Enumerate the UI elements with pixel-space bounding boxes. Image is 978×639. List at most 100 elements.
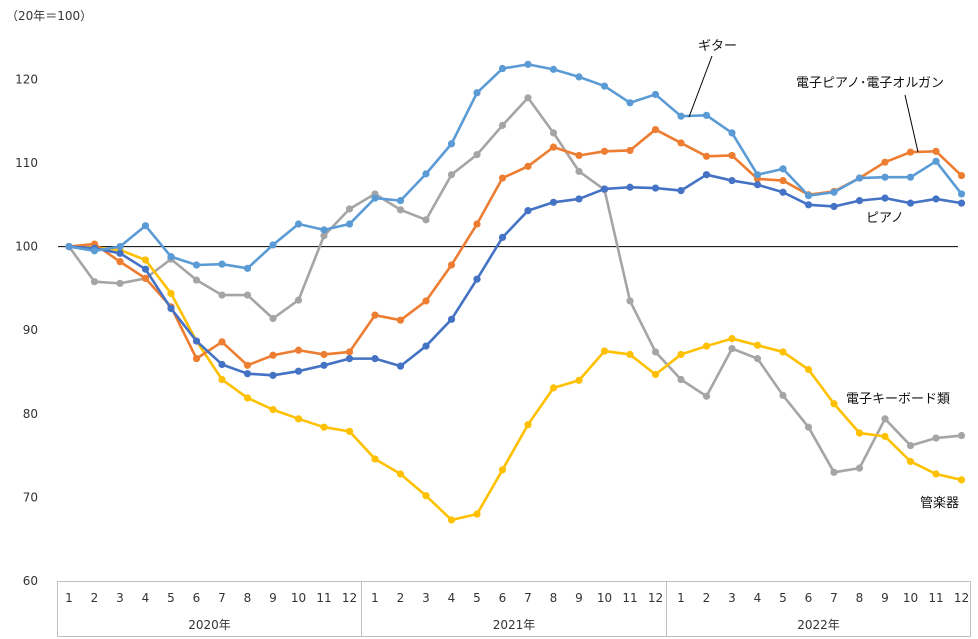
series-label: 電子ピアノ･電子オルガン (796, 76, 944, 91)
data-point (447, 261, 456, 269)
data-point (932, 195, 940, 203)
data-point (881, 173, 889, 181)
data-point (192, 276, 201, 284)
data-point (116, 279, 124, 287)
series-label: ギター (698, 39, 737, 54)
data-point (753, 355, 762, 363)
data-point (779, 348, 787, 356)
data-point (396, 362, 405, 370)
data-point (626, 146, 634, 155)
data-point (626, 350, 634, 359)
data-point (243, 370, 252, 378)
data-point (957, 190, 966, 198)
data-point (473, 275, 481, 283)
y-tick-label: 120 (15, 72, 38, 86)
data-point (855, 174, 864, 182)
series-line (67, 96, 962, 474)
data-point (473, 89, 481, 97)
x-tick-label: 7 (830, 591, 838, 605)
unit-label: （20年＝100） (6, 9, 92, 23)
data-point (957, 171, 966, 180)
data-point (192, 355, 201, 363)
data-point (320, 423, 328, 431)
data-point (141, 256, 150, 264)
x-tick-label: 4 (142, 591, 150, 605)
data-point (396, 206, 405, 214)
data-point (345, 355, 354, 363)
data-point (957, 476, 966, 484)
data-point (498, 233, 507, 242)
data-point (371, 194, 379, 202)
data-point (830, 400, 838, 408)
data-point (702, 171, 711, 179)
data-point (932, 434, 940, 442)
data-point (651, 184, 660, 192)
data-point (396, 316, 405, 324)
data-point (396, 197, 405, 205)
data-point (524, 207, 532, 215)
data-point (345, 205, 354, 213)
data-point (90, 247, 99, 255)
x-axis: 1 2 3 4 5 6 7 8 9 10 11 12 1 2 3 4 5 6 7 8 9 10 11 12 1 2 3 4 5 6 7 8 9 1… (57, 581, 971, 637)
data-point (702, 392, 711, 400)
data-point (626, 183, 634, 191)
data-point (651, 348, 660, 356)
data-point (626, 297, 634, 305)
data-point (549, 143, 558, 151)
data-point (90, 278, 99, 286)
data-point (243, 361, 252, 369)
data-point (473, 510, 481, 518)
series-lines (65, 60, 966, 524)
data-point (269, 406, 277, 414)
data-point (269, 351, 277, 359)
data-point (651, 90, 660, 99)
y-axis: 60 70 80 90 100 110 120 (15, 72, 38, 588)
data-point (549, 129, 558, 137)
data-point (345, 220, 354, 228)
series-label: 管楽器 (920, 495, 959, 511)
data-point (371, 355, 379, 363)
data-point (116, 243, 124, 251)
data-point (320, 232, 328, 240)
data-point (651, 370, 660, 379)
data-point (728, 129, 736, 137)
series-line (68, 63, 963, 270)
data-point (243, 264, 252, 272)
data-point (677, 186, 685, 195)
x-tick-label: 2 (703, 591, 711, 605)
data-point (549, 65, 558, 73)
data-point (600, 347, 609, 355)
data-point (855, 197, 864, 205)
data-point (447, 140, 456, 148)
y-tick-label: 110 (15, 156, 38, 170)
data-point (422, 170, 430, 178)
data-point (881, 194, 889, 202)
data-point (881, 415, 889, 423)
data-point (728, 334, 736, 343)
x-tick-label: 5 (779, 591, 787, 605)
data-point (932, 147, 940, 155)
data-point (498, 174, 507, 182)
x-tick-label: 8 (244, 591, 252, 605)
data-point (473, 220, 481, 228)
data-point (116, 249, 124, 257)
data-point (498, 466, 507, 474)
data-point (932, 157, 940, 165)
data-point (804, 201, 813, 209)
x-tick-label: 9 (881, 591, 889, 605)
data-point (422, 342, 430, 350)
data-point (728, 151, 736, 160)
x-tick-label: 1 (371, 591, 379, 605)
x-tick-label: 10 (903, 591, 918, 605)
data-point (371, 311, 379, 319)
data-point (906, 148, 915, 156)
data-point (167, 253, 175, 261)
x-tick-label: 2 (397, 591, 405, 605)
data-point (345, 427, 354, 435)
data-point (702, 342, 711, 350)
data-point (575, 73, 583, 81)
data-point (192, 261, 201, 269)
data-point (779, 176, 787, 185)
data-point (447, 315, 456, 323)
